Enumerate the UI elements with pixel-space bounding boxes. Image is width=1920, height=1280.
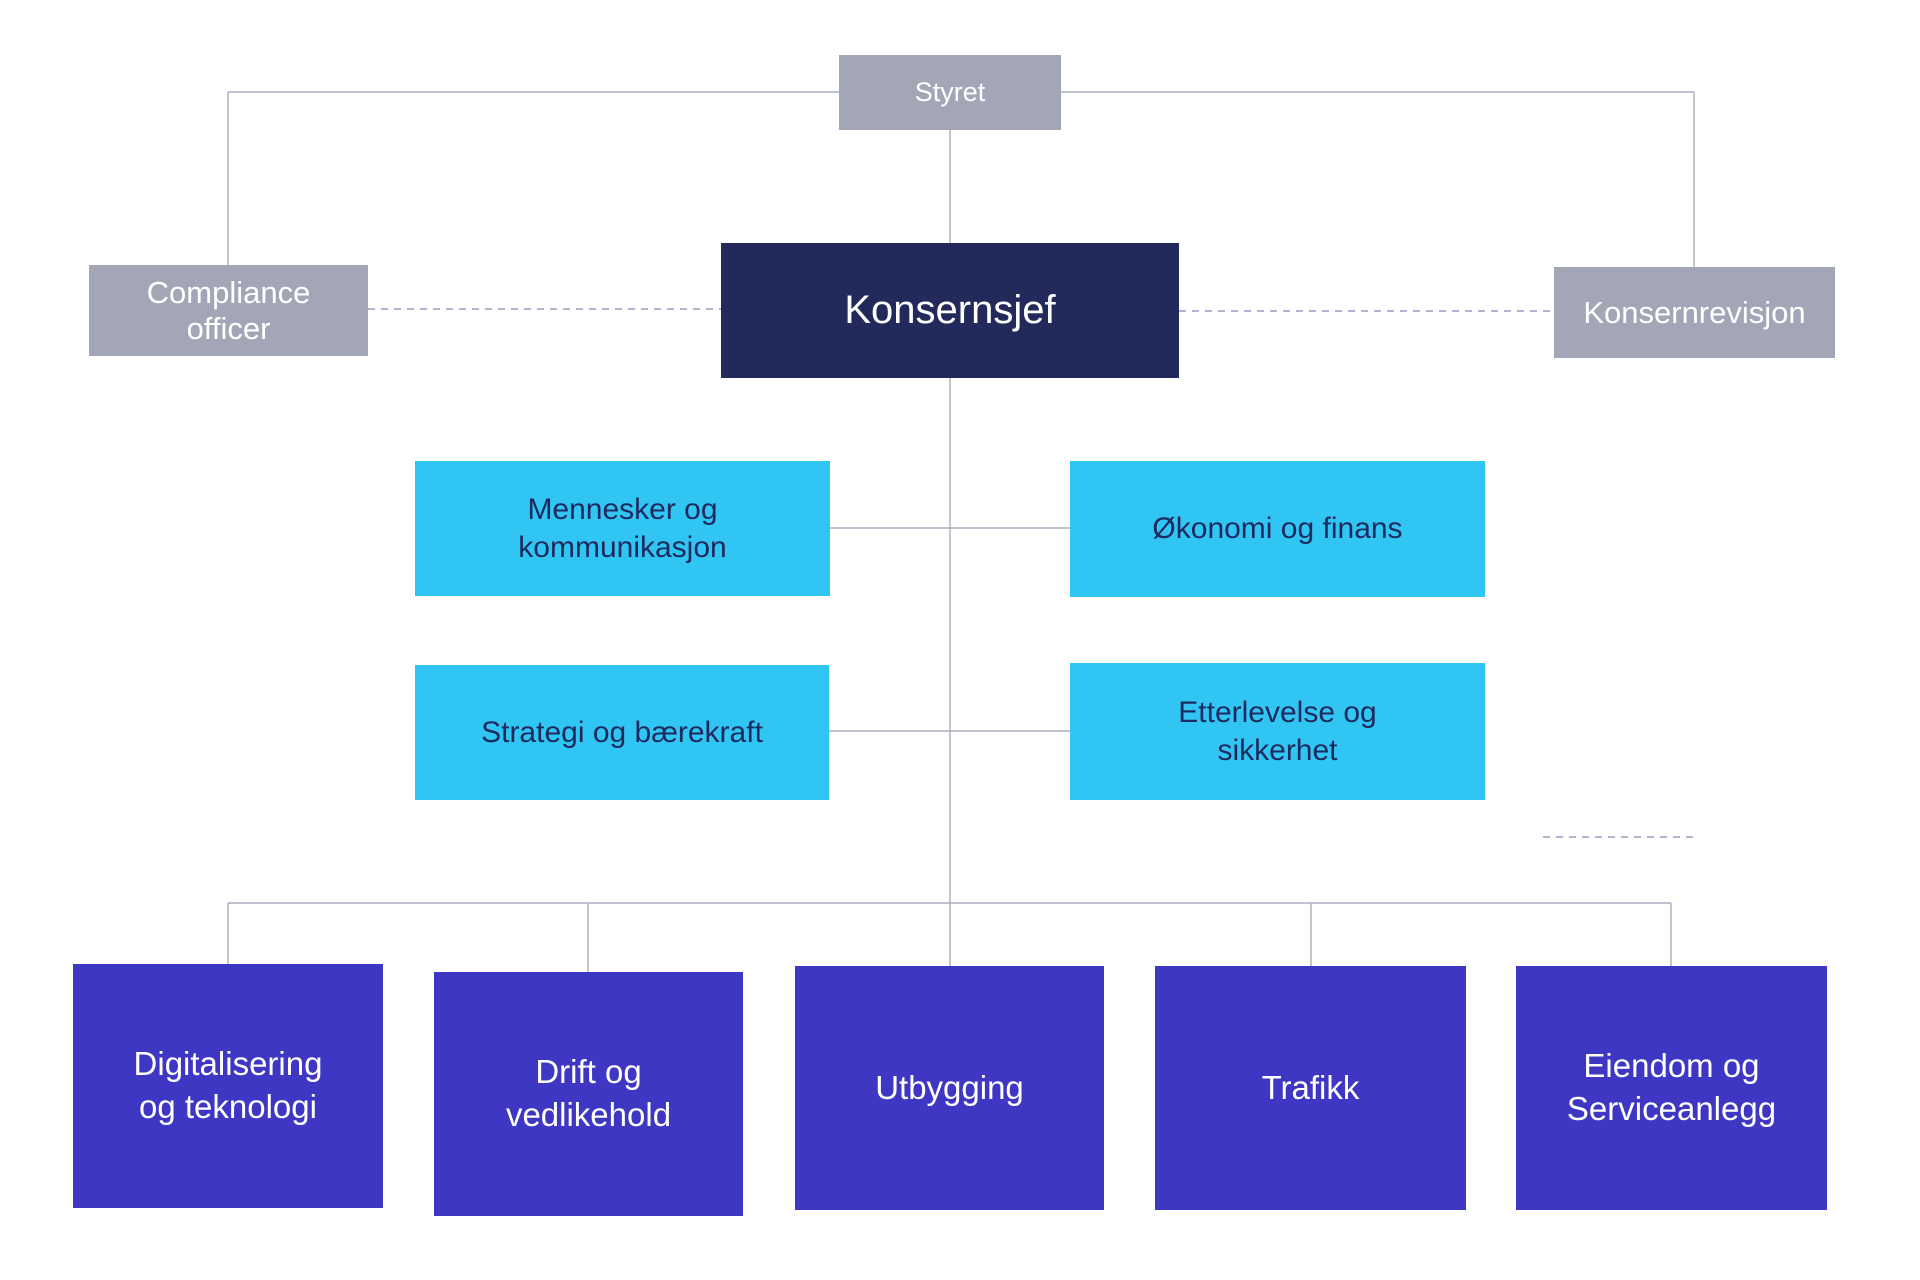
node-digitalisering-og-teknologi: Digitalisering og teknologi	[73, 964, 383, 1208]
node-konsernsjef: Konsernsjef	[721, 243, 1179, 378]
node-konsernrevisjon: Konsernrevisjon	[1554, 267, 1835, 358]
node-drift-og-vedlikehold: Drift og vedlikehold	[434, 972, 743, 1216]
node-label: Konsernrevisjon	[1583, 294, 1806, 330]
node-trafikk: Trafikk	[1155, 966, 1466, 1210]
node-compliance-officer: Compliance officer	[89, 265, 368, 356]
node-label: Strategi og bærekraft	[481, 715, 763, 749]
node-styret: Styret	[839, 55, 1061, 130]
node-strategi-og-baerekraft: Strategi og bærekraft	[415, 665, 829, 800]
node-mennesker-og-kommunikasjon: Mennesker og kommunikasjon	[415, 461, 830, 596]
node-etterlevelse-og-sikkerhet: Etterlevelse og sikkerhet	[1070, 663, 1485, 800]
node-label: Digitalisering og teknologi	[133, 1045, 323, 1125]
node-label: Eiendom og Serviceanlegg	[1566, 1047, 1777, 1127]
node-eiendom-og-serviceanlegg: Eiendom og Serviceanlegg	[1516, 966, 1827, 1210]
node-utbygging: Utbygging	[795, 966, 1104, 1210]
node-label: Økonomi og finans	[1152, 512, 1403, 546]
node-label: Drift og vedlikehold	[505, 1053, 672, 1133]
node-label: Trafikk	[1261, 1068, 1360, 1106]
node-label: Compliance officer	[146, 274, 311, 346]
node-label: Etterlevelse og sikkerhet	[1178, 696, 1377, 767]
node-label: Konsernsjef	[844, 288, 1056, 332]
node-label: Utbygging	[875, 1068, 1024, 1106]
node-label: Mennesker og kommunikasjon	[518, 493, 727, 564]
node-okonomi-og-finans: Økonomi og finans	[1070, 461, 1485, 597]
node-label: Styret	[914, 77, 986, 107]
